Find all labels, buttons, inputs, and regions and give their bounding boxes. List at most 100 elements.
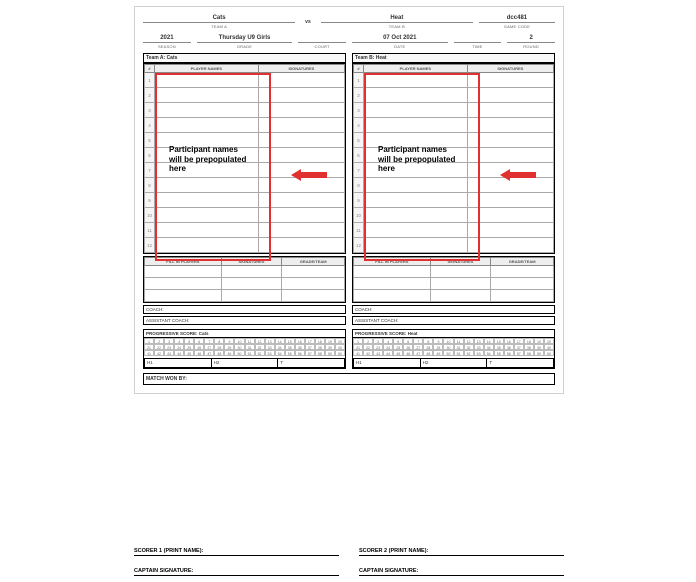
match-won-by: MATCH WON BY: (143, 373, 555, 385)
court-value (298, 33, 346, 43)
score-cell: 54 (275, 350, 285, 356)
row-number: 12 (354, 238, 364, 253)
fillin-a: FILL IN PLAYERS SIGNATURES GRADE/TEAM (143, 256, 346, 303)
signature-cell (467, 193, 553, 208)
row-number: 10 (145, 208, 155, 223)
score-cell: 51 (454, 350, 464, 356)
signature-cell (467, 238, 553, 253)
captain-sig-1: CAPTAIN SIGNATURE: (134, 568, 339, 576)
score-cell: 58 (315, 350, 325, 356)
signature-cell (258, 238, 344, 253)
team-a-prefix: Team A: (146, 55, 167, 61)
score-cell: 55 (494, 350, 504, 356)
player-name-cell (155, 238, 259, 253)
header-row-1: Cats TEAM A vs Heat TEAM B dcc481 GAME C… (143, 13, 555, 29)
fillin-cell (282, 278, 345, 290)
fillin-cell (145, 266, 222, 278)
player-name-cell (155, 193, 259, 208)
roster-row: 12 (145, 238, 345, 253)
team-b-roster-name: Heat (376, 55, 387, 61)
progressive-b-grid: 1234567891011121314151617181920212223242… (353, 338, 554, 356)
progressive-a: PROGRESSIVE SCORE: Cats 1234567891011121… (143, 329, 346, 369)
score-cell: 59 (534, 350, 544, 356)
scorer-2: SCORER 2 (PRINT NAME): (359, 548, 564, 556)
row-number: 9 (145, 193, 155, 208)
team-b-column: Team B: Heat # PLAYER NAMES SIGNATURES 1… (352, 53, 555, 325)
row-number: 6 (354, 148, 364, 163)
col-sig-b: SIGNATURES (467, 65, 553, 73)
signature-cell (258, 193, 344, 208)
player-name-cell (364, 208, 468, 223)
grade-value: Thursday U9 Girls (197, 33, 293, 43)
col-names-a: PLAYER NAMES (155, 65, 259, 73)
h2-b: H2 (420, 358, 487, 368)
annotation-a: Participant names will be prepopulated h… (169, 145, 249, 174)
score-cell: 46 (194, 350, 204, 356)
row-number: 11 (354, 223, 364, 238)
prog-b-team: Heat (408, 331, 418, 336)
score-cell: 41 (144, 350, 154, 356)
score-cell: 58 (524, 350, 534, 356)
scorer-signatures: SCORER 1 (PRINT NAME): SCORER 2 (PRINT N… (134, 548, 564, 556)
row-number: 9 (354, 193, 364, 208)
team-b-name: Heat (321, 13, 473, 23)
fillin-cell (491, 266, 554, 278)
vs-label: vs (301, 17, 315, 25)
progressive-a-grid: 1234567891011121314151617181920212223242… (144, 338, 345, 356)
season-value: 2021 (143, 33, 191, 43)
progressive-a-header: PROGRESSIVE SCORE: Cats (144, 330, 345, 338)
player-name-cell (155, 118, 259, 133)
fillin-row (145, 278, 345, 290)
roster-row: 3 (145, 103, 345, 118)
score-cell: 57 (305, 350, 315, 356)
fillin-a-table: FILL IN PLAYERS SIGNATURES GRADE/TEAM (144, 257, 345, 302)
score-cell: 50 (443, 350, 453, 356)
t-b: T (486, 358, 554, 368)
round-label: ROUND (507, 44, 555, 49)
assistant-coach-a: ASSISTANT COACH: (143, 316, 346, 325)
score-cell: 47 (204, 350, 214, 356)
roster-row: 9 (354, 193, 554, 208)
fillin-players-b: FILL IN PLAYERS (354, 258, 431, 266)
score-cell: 42 (154, 350, 164, 356)
game-code: dcc481 (479, 13, 555, 23)
fillin-cell (491, 278, 554, 290)
score-cell: 42 (363, 350, 373, 356)
signature-cell (258, 133, 344, 148)
row-number: 8 (145, 178, 155, 193)
arrow-b-icon (500, 169, 536, 181)
coach-b: COACH: (352, 305, 555, 314)
fillin-b-table: FILL IN PLAYERS SIGNATURES GRADE/TEAM (353, 257, 554, 302)
team-b-prefix: Team B: (355, 55, 376, 61)
score-cell: 57 (514, 350, 524, 356)
score-cell: 54 (484, 350, 494, 356)
fillin-cell (430, 266, 491, 278)
team-a-column: Team A: Cats # PLAYER NAMES SIGNATURES 1… (143, 53, 346, 325)
progressive-section: PROGRESSIVE SCORE: Cats 1234567891011121… (143, 329, 555, 369)
score-cell: 43 (373, 350, 383, 356)
fillin-grade-b: GRADE/TEAM (491, 258, 554, 266)
halves-b: H1 H2 T (353, 358, 554, 368)
player-name-cell (155, 73, 259, 88)
fillin-sig-a: SIGNATURES (221, 258, 282, 266)
player-name-cell (155, 223, 259, 238)
fillin-cell (354, 278, 431, 290)
col-num-a: # (145, 65, 155, 73)
h1-b: H1 (353, 358, 420, 368)
roster-row: 10 (145, 208, 345, 223)
t-a: T (277, 358, 345, 368)
captain-signatures: CAPTAIN SIGNATURE: CAPTAIN SIGNATURE: (134, 568, 564, 576)
progressive-b-header: PROGRESSIVE SCORE: Heat (353, 330, 554, 338)
game-code-header: dcc481 GAME CODE (479, 13, 555, 29)
signature-cell (467, 208, 553, 223)
prog-a-label: PROGRESSIVE SCORE: (146, 331, 199, 336)
score-cell: 46 (403, 350, 413, 356)
court-cell: COURT (298, 33, 346, 49)
team-a-label: TEAM A (143, 24, 295, 29)
row-number: 5 (354, 133, 364, 148)
fillin-players-a: FILL IN PLAYERS (145, 258, 222, 266)
captain-sig-2: CAPTAIN SIGNATURE: (359, 568, 564, 576)
teams-section: Team A: Cats # PLAYER NAMES SIGNATURES 1… (143, 53, 555, 325)
roster-row: 1 (354, 73, 554, 88)
score-cell: 47 (413, 350, 423, 356)
